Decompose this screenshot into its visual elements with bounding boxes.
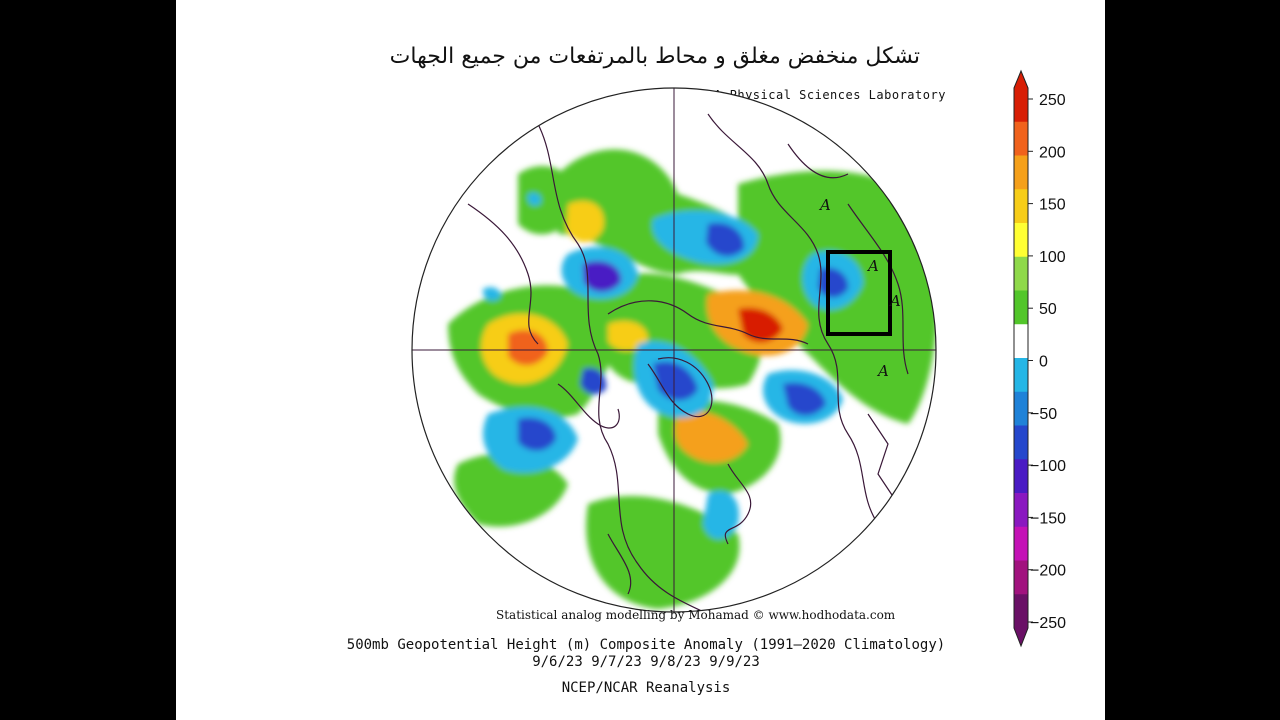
colorbar-cell	[1014, 459, 1028, 494]
colorbar-outline	[1013, 69, 1029, 648]
colorbar-cell	[1014, 425, 1028, 460]
colorbar-tick-label: 100	[1039, 249, 1066, 266]
data-source: NCEP/NCAR Reanalysis	[561, 680, 731, 696]
colorbar-cell	[1014, 155, 1028, 190]
colorbar-arrow-top	[1014, 71, 1028, 88]
anticyclone-mark: A	[876, 362, 889, 380]
colorbar-cell	[1014, 290, 1028, 325]
lab-credit: NOAA Physical Sciences Laboratory	[691, 88, 946, 102]
coastlines	[467, 113, 909, 612]
colorbar-tick-label: −100	[1030, 458, 1066, 475]
highlight-box	[826, 250, 892, 336]
colorbar-cell	[1014, 594, 1028, 629]
figure-panel: تشكل منخفض مغلق و محاط بالمرتفعات من جمي…	[176, 0, 1105, 720]
colorbar-tick-label: −50	[1030, 406, 1057, 423]
colorbar-cell	[1014, 358, 1028, 393]
composite-dates: 9/6/23 9/7/23 9/8/23 9/9/23	[532, 654, 760, 670]
anticyclone-mark: A	[866, 257, 879, 275]
colorbar: 250 200 150 100 50 0 −50 −100 −150 −200 −250	[1013, 69, 1066, 648]
figure-caption: 500mb Geopotential Height (m) Composite …	[346, 637, 946, 653]
map-border	[411, 87, 937, 613]
colorbar-tick-label: −200	[1030, 563, 1066, 580]
analog-credit: Statistical analog modelling by Mohamad …	[496, 608, 896, 622]
colorbar-cell	[1014, 223, 1028, 258]
colorbar-cell	[1014, 189, 1028, 224]
colorbar-cell	[1014, 256, 1028, 291]
colorbar-tick-label: 150	[1039, 197, 1066, 214]
colorbar-tick-label: 0	[1039, 354, 1048, 371]
colorbar-cell	[1014, 391, 1028, 426]
colorbar-tick-label: 250	[1039, 92, 1066, 109]
colorbar-cell	[1014, 324, 1028, 359]
arabic-title: تشكل منخفض مغلق و محاط بالمرتفعات من جمي…	[389, 44, 920, 69]
colorbar-cells	[1014, 71, 1028, 646]
polar-stereographic-map: A A A A	[411, 87, 937, 613]
colorbar-tick-label: 50	[1039, 301, 1057, 318]
colorbar-cell	[1014, 121, 1028, 156]
anomaly-field	[412, 88, 936, 612]
anticyclone-mark: A	[888, 292, 901, 310]
colorbar-cell	[1014, 526, 1028, 561]
colorbar-tick-label: −150	[1030, 510, 1066, 527]
colorbar-cell	[1014, 88, 1028, 123]
colorbar-tick-label: 200	[1039, 144, 1066, 161]
colorbar-tick-label: −250	[1030, 615, 1066, 632]
colorbar-cell	[1014, 493, 1028, 528]
colorbar-cell	[1014, 560, 1028, 595]
colorbar-arrow-bottom	[1014, 628, 1028, 646]
anticyclone-mark: A	[818, 196, 831, 214]
